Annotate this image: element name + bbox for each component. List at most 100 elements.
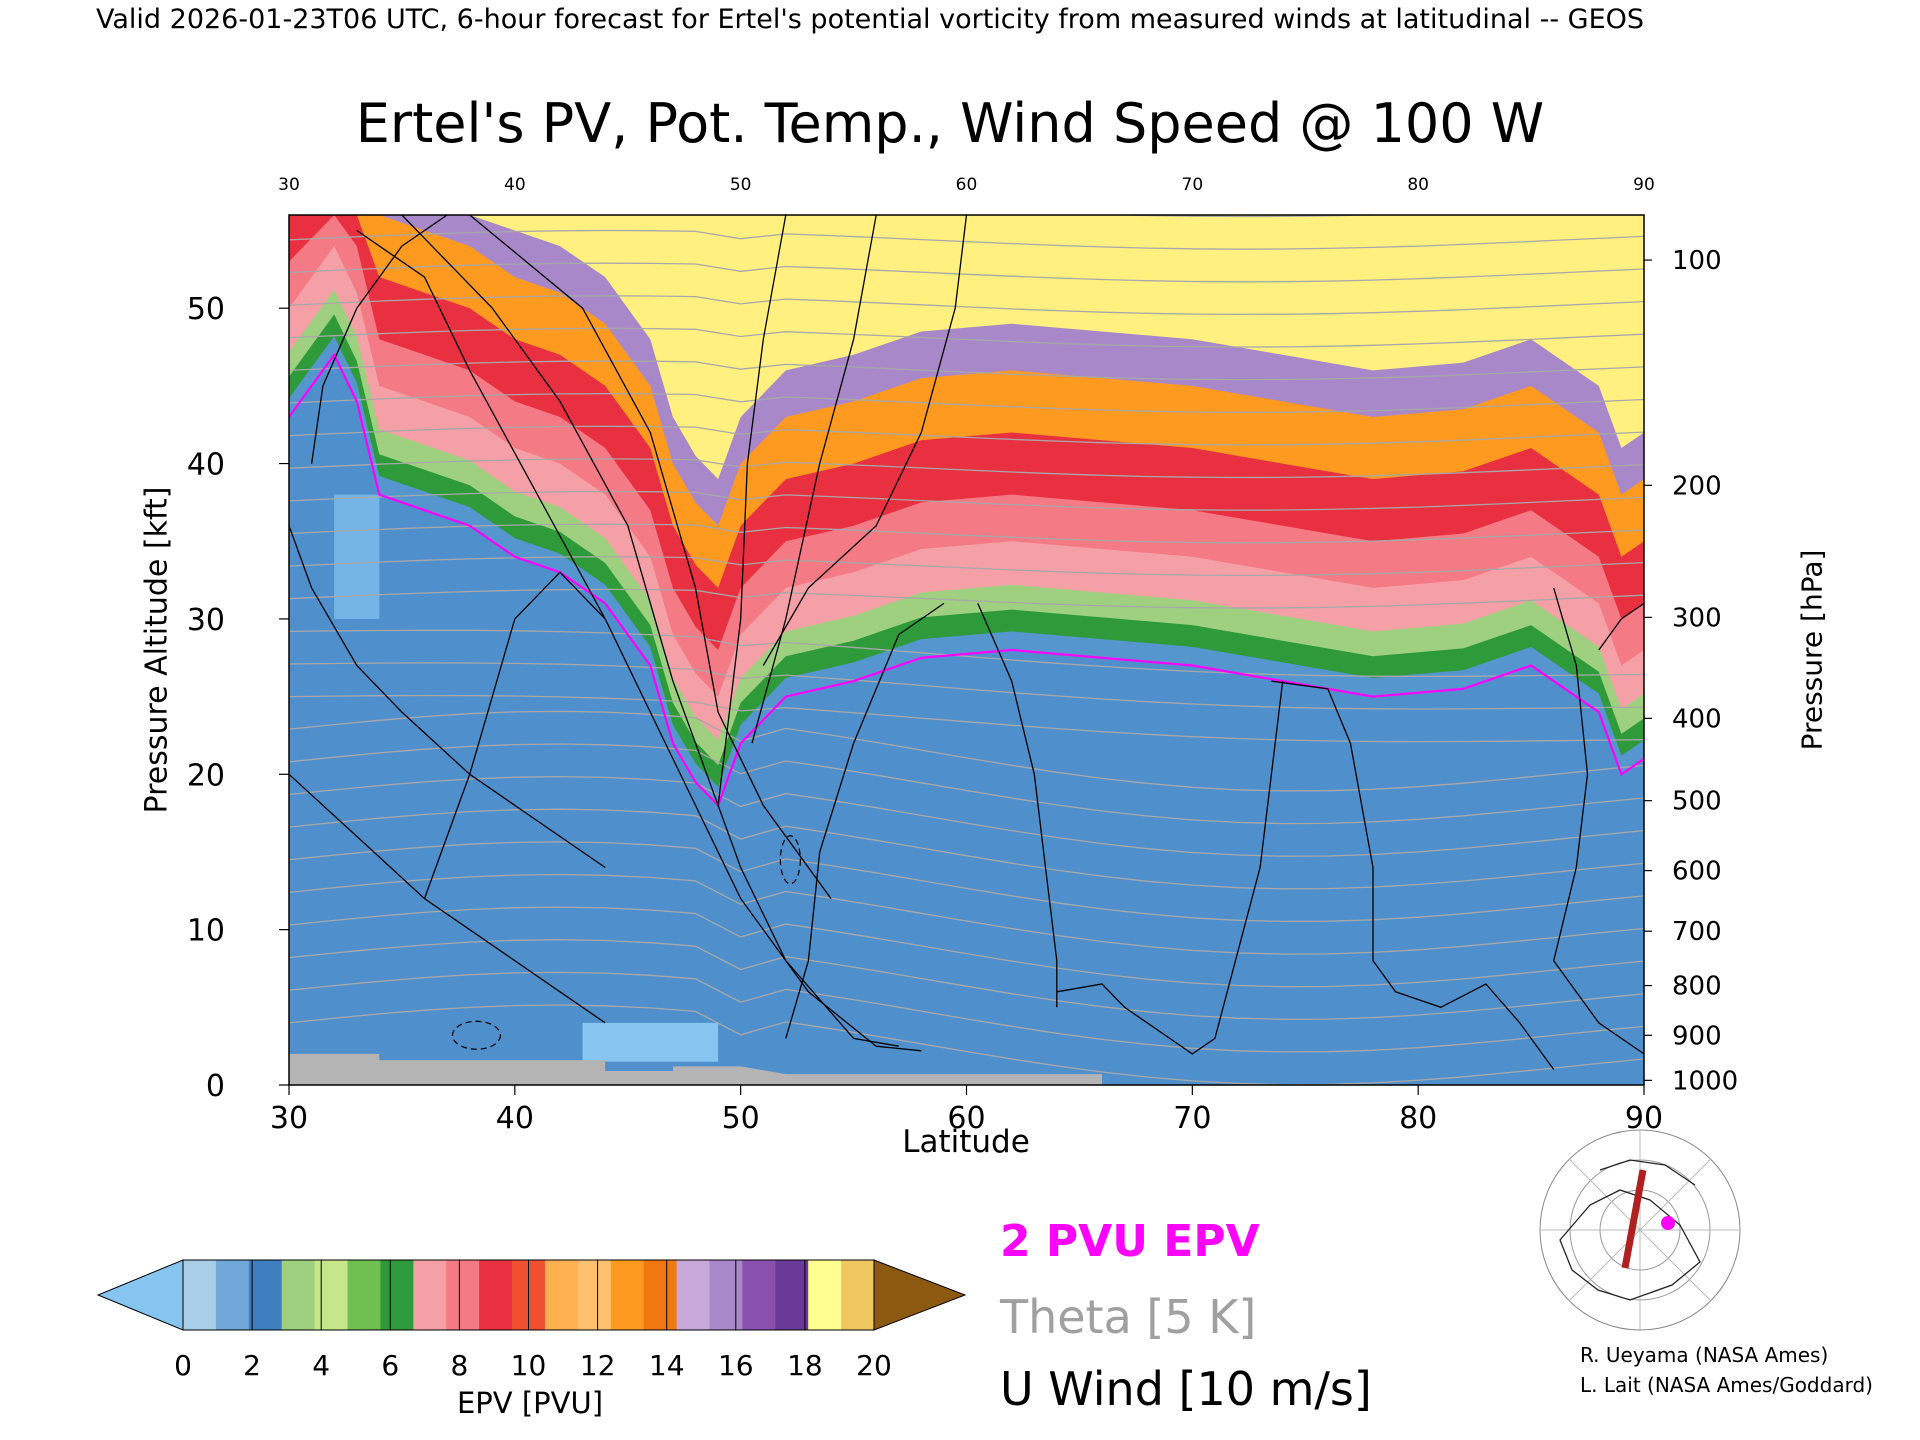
y-tick-label: 50 (187, 292, 225, 327)
pressure-tick-label: 800 (1672, 972, 1722, 1002)
x-tick-label-top: 40 (504, 175, 526, 195)
attribution: R. Ueyama (NASA Ames) L. Lait (NASA Ames… (1580, 1340, 1873, 1400)
theta-contour (289, 327, 1644, 348)
theta-contour (289, 458, 1644, 479)
u-wind-contour (356, 229, 922, 1052)
y-tick-label: 10 (187, 914, 225, 949)
inset-meridian (1639, 1229, 1712, 1302)
theta-contour (289, 694, 1644, 743)
colorbar-swatch (808, 1260, 842, 1330)
colorbar-swatch (676, 1260, 711, 1330)
pressure-tick-label: 500 (1672, 787, 1722, 817)
y-tick-label: 0 (206, 1069, 225, 1104)
u-wind-contour (762, 215, 968, 666)
inset-location-marker (1661, 1216, 1675, 1230)
theta-contour (289, 710, 1644, 792)
valid-time-header: Valid 2026-01-23T06 UTC, 6-hour forecast… (96, 4, 1645, 35)
pressure-tick-label: 400 (1672, 704, 1722, 734)
theta-contour (289, 873, 1644, 955)
u-wind-contour (785, 602, 945, 1039)
colorbar-tick-label: 14 (649, 1349, 685, 1382)
x-tick-label: 50 (722, 1101, 760, 1136)
colorbar-swatch (413, 1260, 447, 1330)
epv-2pvu-contour (289, 352, 1644, 808)
theta-contour (289, 490, 1644, 511)
colorbar-low-arrow (96, 1259, 184, 1331)
u-wind-contour (469, 215, 832, 899)
colorbar-swatch (215, 1260, 250, 1330)
y-tick-label: 40 (187, 448, 225, 483)
u-wind-contour (977, 603, 1058, 1008)
low-pv-patch (334, 494, 380, 619)
pressure-tick-label: 100 (1672, 246, 1722, 276)
u-wind-contour (751, 215, 877, 744)
y-axis-label-right: Pressure [hPa] (1795, 549, 1829, 751)
colorbar-swatch (183, 1260, 217, 1330)
y-tick-label: 30 (187, 603, 225, 638)
legend-u-wind: U Wind [10 m/s] (1000, 1362, 1372, 1416)
inset-coastline (1599, 1159, 1696, 1186)
theta-contour (1103, 215, 1388, 218)
colorbar-swatch (742, 1260, 776, 1330)
pressure-tick-label: 700 (1672, 917, 1722, 947)
u-wind-contour (310, 215, 448, 464)
colorbar-tick-label: 0 (174, 1349, 192, 1382)
theta-contour (289, 775, 1644, 857)
colorbar-swatch (643, 1260, 678, 1330)
theta-contour (289, 662, 1644, 710)
u-wind-negative-contour (451, 1020, 502, 1050)
x-tick-label-top: 30 (278, 175, 300, 195)
u-wind-contour (1552, 587, 1644, 1055)
u-wind-contour (423, 571, 606, 899)
y-tick-label: 20 (187, 758, 225, 793)
colorbar-tick-label: 18 (787, 1349, 823, 1382)
colorbar-swatch (775, 1260, 809, 1330)
theta-contour (289, 1004, 1644, 1085)
pressure-tick-label: 600 (1672, 857, 1722, 887)
colorbar-swatch (347, 1260, 382, 1330)
colorbar-swatch (281, 1260, 316, 1330)
theta-contour (289, 588, 1644, 609)
theta-contour (289, 360, 1644, 381)
colorbar-swatch (610, 1260, 645, 1330)
x-tick-label: 60 (947, 1101, 985, 1136)
colorbar-swatch (841, 1260, 875, 1330)
theta-contour (289, 841, 1644, 923)
x-tick-label: 80 (1399, 1101, 1437, 1136)
theta-contour (289, 523, 1644, 544)
theta-contour (289, 906, 1644, 988)
pressure-tick-label: 900 (1672, 1021, 1722, 1051)
inset-meridian (1639, 1158, 1712, 1231)
theta-contour (289, 743, 1644, 825)
attribution-line-2: L. Lait (NASA Ames/Goddard) (1580, 1373, 1873, 1397)
x-tick-label-top: 60 (956, 175, 978, 195)
colorbar-swatch (248, 1260, 283, 1330)
y-axis-label-left: Pressure Altitude [kft] (139, 486, 175, 814)
chart-title: Ertel's PV, Pot. Temp., Wind Speed @ 100… (355, 92, 1545, 155)
colorbar-tick-label: 12 (580, 1349, 616, 1382)
x-tick-label: 30 (270, 1101, 308, 1136)
colorbar-tick-label: 4 (312, 1349, 330, 1382)
colorbar-swatch (380, 1260, 414, 1330)
pressure-tick-label: 200 (1672, 471, 1722, 501)
theta-contour (289, 425, 1644, 446)
colorbar-tick-label: 10 (511, 1349, 547, 1382)
attribution-line-1: R. Ueyama (NASA Ames) (1580, 1343, 1829, 1367)
colorbar-swatch (709, 1260, 743, 1330)
x-tick-label-top: 70 (1182, 175, 1204, 195)
x-tick-label-top: 50 (730, 175, 752, 195)
u-wind-contour (1056, 681, 1284, 1055)
u-wind-contour (401, 215, 899, 1047)
u-wind-contour (289, 773, 606, 1024)
colorbar-tick-label: 16 (718, 1349, 754, 1382)
x-tick-label-top: 90 (1633, 175, 1655, 195)
colorbar-swatch (314, 1260, 349, 1330)
u-wind-contour (1598, 602, 1644, 651)
theta-contour (289, 229, 1644, 250)
legend: 2 PVU EPV Theta [5 K] U Wind [10 m/s] (1000, 1216, 1500, 1416)
terrain-mask (289, 1053, 1102, 1085)
colorbar-swatch (479, 1260, 513, 1330)
colorbar-tick-label: 20 (856, 1349, 892, 1382)
colorbar-swatch (544, 1260, 579, 1330)
